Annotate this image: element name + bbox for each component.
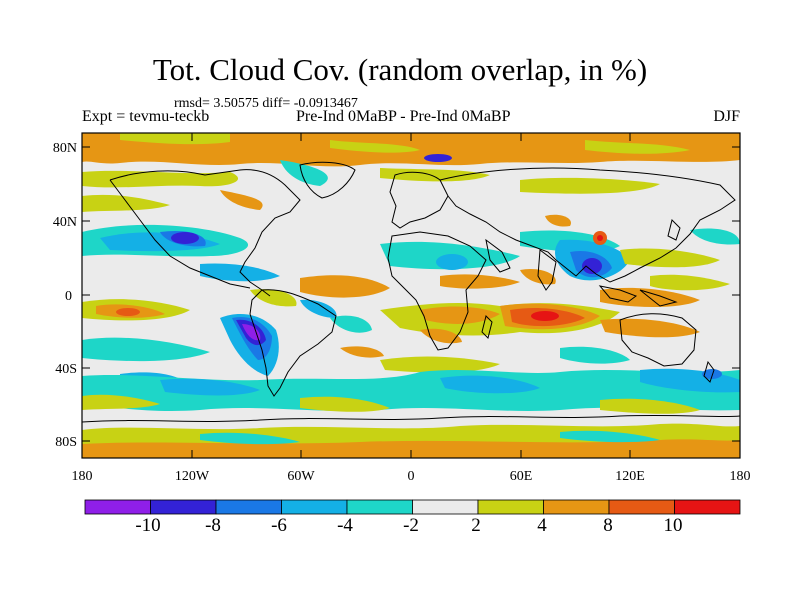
colorbar-swatch <box>674 499 741 515</box>
colorbar-label: 10 <box>663 515 683 536</box>
colorbar-label: 4 <box>537 515 547 536</box>
colorbar-label: -2 <box>403 515 419 536</box>
y-tick-label: 40S <box>55 362 77 377</box>
colorbar-swatch <box>84 499 151 515</box>
colorbar-label: -4 <box>337 515 353 536</box>
colorbar-swatch <box>412 499 479 515</box>
period-label: Pre-Ind 0MaBP - Pre-Ind 0MaBP <box>296 108 511 125</box>
stats-line: rmsd= 3.50575 diff= -0.0913467 <box>174 96 358 111</box>
colorbar-label: -6 <box>271 515 287 536</box>
colorbar-swatch <box>150 499 217 515</box>
x-axis-labels: 180 120W 60W 0 60E 120E 180 <box>72 469 751 484</box>
colorbar-swatch <box>477 499 544 515</box>
colorbar-swatch <box>281 499 348 515</box>
colorbar-swatch <box>346 499 413 515</box>
y-tick-label: 40N <box>53 215 77 230</box>
y-tick-label: 80S <box>55 435 77 450</box>
x-tick-label: 60E <box>510 469 533 484</box>
colorbar-swatch <box>543 499 610 515</box>
x-tick-label: 120E <box>615 469 645 484</box>
y-tick-label: 80N <box>53 141 77 156</box>
anomaly-field <box>82 133 740 458</box>
coastlines <box>82 161 740 423</box>
colorbar-swatch <box>608 499 675 515</box>
x-tick-label: 60W <box>287 469 315 484</box>
experiment-label: Expt = tevmu-teckb <box>82 108 210 125</box>
map-title: Tot. Cloud Cov. (random overlap, in %) <box>152 52 648 87</box>
colorbar <box>84 499 741 515</box>
colorbar-label: -10 <box>135 515 161 536</box>
x-tick-label: 0 <box>408 469 415 484</box>
x-tick-label: 120W <box>175 469 210 484</box>
y-axis-labels: 80N 40N 0 40S 80S <box>53 141 77 450</box>
colorbar-label: 2 <box>471 515 481 536</box>
y-tick-label: 0 <box>65 289 72 304</box>
colorbar-label: 8 <box>603 515 613 536</box>
colorbar-label: -8 <box>205 515 221 536</box>
season-label: DJF <box>713 108 740 125</box>
x-tick-label: 180 <box>730 469 751 484</box>
x-tick-label: 180 <box>72 469 93 484</box>
colorbar-swatch <box>215 499 282 515</box>
